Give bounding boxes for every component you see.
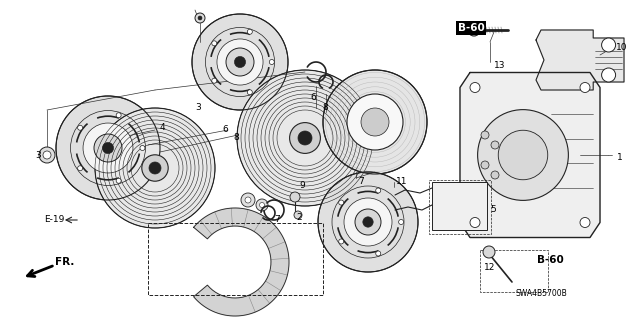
Circle shape [339, 239, 344, 244]
Polygon shape [536, 30, 624, 90]
Text: 7: 7 [358, 177, 364, 187]
Circle shape [290, 122, 321, 153]
Circle shape [294, 211, 302, 219]
Circle shape [361, 108, 389, 136]
Polygon shape [194, 208, 289, 316]
Text: 5: 5 [490, 205, 496, 214]
Text: E-19: E-19 [44, 216, 65, 225]
Circle shape [142, 155, 168, 181]
Text: 2: 2 [296, 213, 301, 222]
Circle shape [481, 131, 489, 139]
Text: SWA4B5700B: SWA4B5700B [516, 290, 568, 299]
Circle shape [477, 110, 568, 200]
Circle shape [247, 90, 252, 95]
Text: 6: 6 [222, 125, 228, 135]
Circle shape [77, 125, 83, 130]
Circle shape [269, 60, 275, 64]
Text: 13: 13 [494, 61, 506, 70]
Circle shape [217, 39, 263, 85]
Text: B-60: B-60 [537, 255, 564, 265]
Circle shape [77, 166, 83, 171]
Circle shape [376, 188, 381, 193]
Circle shape [116, 113, 121, 118]
Circle shape [212, 41, 217, 46]
Text: 7: 7 [274, 216, 280, 225]
Circle shape [241, 193, 255, 207]
Circle shape [226, 48, 254, 76]
Text: FR.: FR. [55, 257, 74, 267]
Text: 1: 1 [617, 153, 623, 162]
Bar [148, 223, 323, 295]
Circle shape [39, 147, 55, 163]
Bar [480, 250, 548, 292]
Circle shape [491, 171, 499, 179]
Circle shape [347, 94, 403, 150]
Polygon shape [460, 72, 600, 238]
Circle shape [149, 162, 161, 174]
Circle shape [195, 13, 205, 23]
Text: 11: 11 [396, 177, 408, 187]
Text: 8: 8 [322, 103, 328, 113]
Circle shape [499, 130, 548, 180]
Circle shape [580, 83, 590, 93]
Circle shape [323, 70, 427, 174]
Circle shape [102, 142, 114, 154]
Text: 3: 3 [195, 103, 201, 113]
Bar [429, 180, 491, 234]
Circle shape [481, 161, 489, 169]
Bar [432, 182, 487, 230]
Circle shape [95, 108, 215, 228]
Text: 4: 4 [160, 123, 166, 132]
Circle shape [298, 131, 312, 145]
Circle shape [198, 16, 202, 20]
Circle shape [363, 217, 373, 227]
Circle shape [212, 78, 217, 83]
Circle shape [470, 218, 480, 227]
Circle shape [237, 70, 373, 206]
Circle shape [602, 38, 616, 52]
Circle shape [344, 198, 392, 246]
Circle shape [83, 123, 133, 173]
Circle shape [192, 14, 288, 110]
Circle shape [376, 251, 381, 256]
Circle shape [491, 141, 499, 149]
Text: 12: 12 [484, 263, 495, 272]
Circle shape [245, 197, 251, 203]
Text: 3: 3 [35, 151, 41, 160]
Circle shape [43, 151, 51, 159]
Circle shape [602, 68, 616, 82]
Circle shape [56, 96, 160, 200]
Text: 9: 9 [299, 181, 305, 189]
Circle shape [116, 178, 121, 183]
Circle shape [580, 218, 590, 227]
Circle shape [339, 200, 344, 205]
Circle shape [318, 172, 418, 272]
Text: B-60: B-60 [458, 23, 484, 33]
Circle shape [140, 145, 145, 151]
Text: 10: 10 [616, 43, 627, 53]
Circle shape [290, 192, 300, 202]
Circle shape [234, 56, 246, 68]
Circle shape [355, 209, 381, 235]
Circle shape [468, 24, 480, 36]
Circle shape [247, 29, 252, 34]
Circle shape [483, 246, 495, 258]
Circle shape [256, 199, 268, 211]
Circle shape [399, 219, 404, 225]
Circle shape [470, 83, 480, 93]
Text: 6: 6 [310, 93, 316, 102]
Circle shape [259, 203, 264, 207]
Text: 8: 8 [233, 132, 239, 142]
Circle shape [94, 134, 122, 162]
